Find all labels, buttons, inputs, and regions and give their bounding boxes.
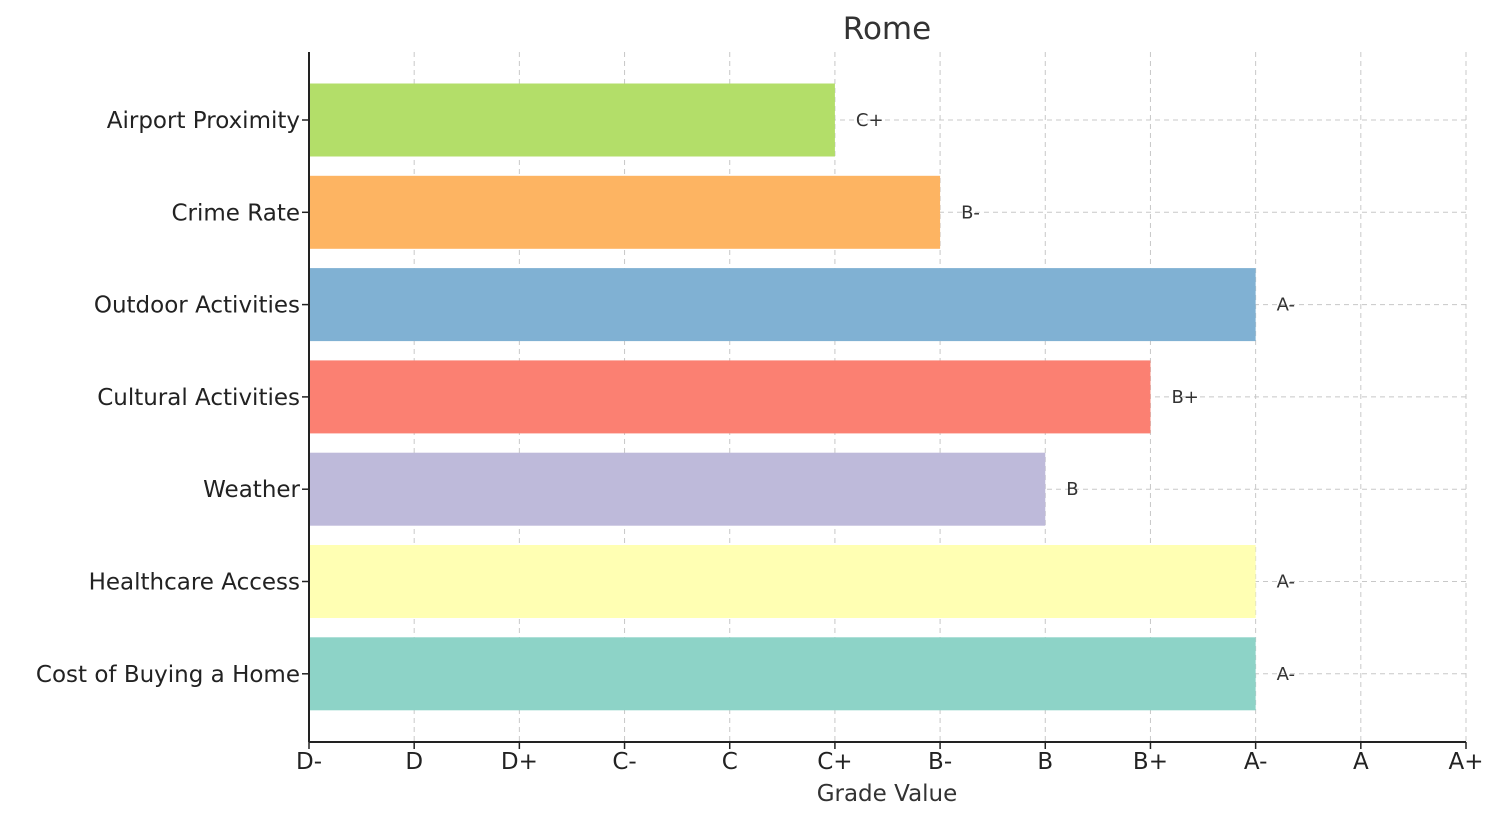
y-tick-label: Weather	[203, 477, 300, 503]
bar	[309, 360, 1151, 434]
bar	[309, 83, 835, 157]
bar	[309, 637, 1256, 711]
x-tick-label: A-	[1244, 749, 1268, 775]
x-tick-label: A	[1353, 749, 1369, 775]
x-axis-label: Grade Value	[817, 781, 958, 807]
x-tick-label: B-	[928, 749, 952, 775]
x-tick-label: B+	[1133, 749, 1168, 775]
bar-value-label: A-	[1277, 295, 1295, 316]
x-tick-label: B	[1037, 749, 1053, 775]
y-tick-label: Outdoor Activities	[94, 293, 300, 319]
bar-value-label: B	[1066, 479, 1078, 500]
x-tick-label: C+	[817, 749, 852, 775]
bar-value-label: A-	[1277, 572, 1295, 593]
y-tick-label: Crime Rate	[171, 200, 300, 226]
x-tick-label: D	[405, 749, 423, 775]
bar	[309, 175, 941, 249]
bar-value-label: B+	[1171, 387, 1198, 408]
x-tick-label: D+	[501, 749, 538, 775]
x-tick-label: A+	[1448, 749, 1483, 775]
y-ticks: Airport Proximity Crime Rate Outdoor Activ…	[36, 108, 309, 688]
y-tick-label: Healthcare Access	[89, 570, 300, 596]
x-tick-label: D-	[296, 749, 322, 775]
x-ticks: D- D D+ C- C C+ B- B B+ A- A A+	[296, 742, 1484, 775]
y-tick-label: Cultural Activities	[97, 385, 300, 411]
chart-title: Rome	[843, 11, 931, 47]
bar	[309, 452, 1046, 526]
bar-value-label: B-	[961, 202, 980, 223]
bars	[309, 83, 1256, 711]
bar	[309, 268, 1256, 342]
y-tick-label: Cost of Buying a Home	[36, 662, 300, 688]
bar-value-label: C+	[856, 110, 884, 131]
x-tick-label: C-	[612, 749, 636, 775]
bar	[309, 545, 1256, 618]
y-tick-label: Airport Proximity	[107, 108, 300, 134]
bar-value-labels: C+ B- A- B+ B A- A-	[856, 110, 1295, 685]
x-tick-label: C	[722, 749, 738, 775]
bar-value-label: A-	[1277, 664, 1295, 685]
